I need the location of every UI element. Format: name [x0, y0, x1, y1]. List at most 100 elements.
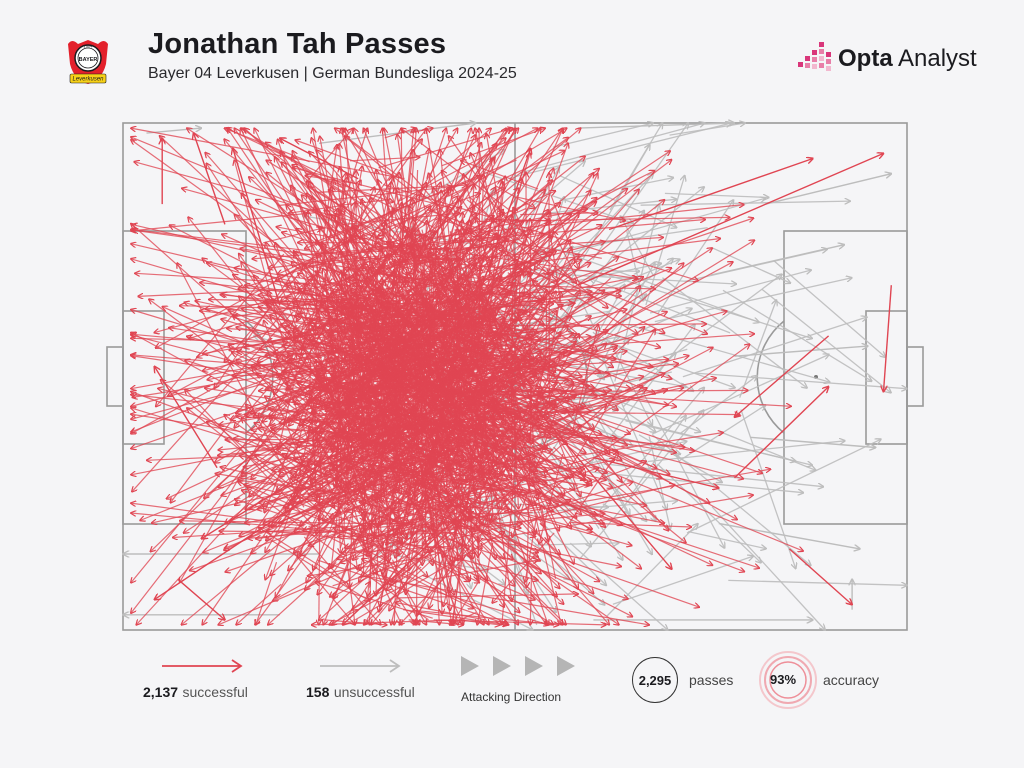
left-goal: [106, 346, 124, 407]
successful-pass-arrow: [492, 219, 530, 416]
brand-bold-text: Opta: [838, 45, 893, 72]
successful-pass-arrow: [471, 461, 647, 531]
successful-pass-arrow: [241, 395, 367, 477]
unsuccessful-pass-arrow: [592, 123, 689, 260]
successful-pass-arrow: [482, 495, 753, 541]
successful-pass-arrow: [131, 212, 316, 231]
successful-pass-arrow: [336, 524, 538, 581]
brand-light-text: Analyst: [898, 45, 977, 72]
left-six-yard-box: [122, 310, 165, 445]
successful-pass-arrow: [432, 560, 538, 580]
unsuccessful-pass-arrow: [630, 415, 686, 496]
successful-pass-arrow: [463, 229, 502, 257]
unsuccessful-pass-arrow: [519, 123, 705, 174]
unsuccessful-pass-arrow: [569, 542, 667, 630]
unsuccessful-pass-arrow: [654, 278, 852, 323]
successful-pass-arrow: [608, 159, 813, 231]
successful-pass-arrow: [356, 529, 402, 625]
unsuccessful-pass-arrow: [682, 317, 867, 378]
successful-stat: 2,137 successful: [143, 684, 248, 702]
successful-pass-arrow: [131, 356, 343, 388]
unsuccessful-stat: 158 unsuccessful: [306, 684, 415, 702]
crest-middle-text: BAYER: [79, 57, 98, 63]
passes-label: passes: [689, 672, 734, 688]
unsuccessful-pass-arrow: [638, 274, 782, 382]
unsuccessful-pass-arrow: [506, 263, 661, 297]
successful-pass-arrow: [446, 562, 535, 600]
brand-name: Opta Analyst: [838, 45, 977, 73]
successful-arrow-icon: [162, 659, 243, 673]
page-title: Jonathan Tah Passes: [148, 28, 447, 60]
successful-passes: [131, 128, 892, 625]
right-goal: [906, 346, 924, 407]
unsuccessful-pass-arrow: [664, 192, 769, 197]
bayer-leverkusen-crest-icon: BAYER 1904 Leverkusen: [68, 40, 108, 84]
successful-pass-arrow: [590, 463, 804, 551]
successful-pass-arrow: [443, 128, 516, 251]
successful-pass-arrow: [884, 285, 892, 392]
successful-pass-arrow: [509, 203, 560, 246]
successful-pass-arrow: [569, 521, 692, 528]
successful-pass-arrow: [309, 358, 310, 404]
successful-label: successful: [182, 684, 248, 700]
unsuccessful-pass-arrow: [734, 346, 868, 357]
successful-pass-arrow: [319, 145, 337, 261]
unsuccessful-pass-arrow: [765, 174, 891, 205]
unsuccessful-arrow-icon: [320, 659, 401, 673]
successful-pass-arrow: [131, 334, 305, 351]
successful-pass-arrow: [584, 286, 641, 355]
unsuccessful-count: 158: [306, 684, 330, 700]
unsuccessful-pass-arrow: [651, 354, 829, 435]
successful-pass-arrow: [218, 510, 489, 625]
attacking-direction-arrows-icon: [461, 656, 575, 676]
successful-pass-arrow: [517, 196, 625, 221]
successful-pass-arrow: [396, 603, 486, 621]
successful-count: 2,137: [143, 684, 179, 700]
successful-pass-arrow: [282, 232, 380, 266]
successful-pass-arrow: [384, 128, 406, 234]
successful-pass-arrow: [518, 277, 637, 301]
unsuccessful-pass-arrow: [719, 430, 816, 471]
successful-pass-arrow: [407, 514, 605, 533]
attacking-direction-label: Attacking Direction: [461, 690, 562, 704]
unsuccessful-pass-arrow: [640, 201, 851, 206]
accuracy-value: 93%: [770, 672, 797, 687]
successful-pass-arrow: [376, 204, 432, 238]
successful-pass-arrow: [232, 352, 313, 390]
successful-pass-arrow: [497, 257, 618, 340]
unsuccessful-pass-arrow: [740, 409, 796, 568]
unsuccessful-pass-arrow: [648, 436, 670, 529]
successful-pass-arrow: [307, 128, 353, 182]
successful-pass-arrow: [315, 582, 433, 619]
successful-pass-arrow: [293, 552, 355, 625]
successful-pass-arrow: [256, 357, 407, 365]
unsuccessful-pass-arrow: [638, 384, 725, 549]
unsuccessful-pass-arrow: [773, 260, 886, 357]
opta-logo-icon: [798, 42, 831, 71]
unsuccessful-pass-arrow: [649, 270, 811, 314]
successful-pass-arrow: [508, 128, 563, 209]
successful-pass-arrow: [133, 230, 324, 257]
successful-pass-arrow: [256, 374, 466, 468]
successful-pass-arrow: [519, 378, 716, 421]
successful-pass-arrow: [303, 536, 381, 625]
successful-pass-arrow: [560, 496, 622, 525]
successful-pass-arrow: [378, 128, 513, 169]
unsuccessful-pass-arrow: [710, 245, 844, 276]
successful-pass-arrow: [385, 498, 407, 539]
successful-pass-arrow: [247, 487, 429, 621]
unsuccessful-pass-arrow: [602, 358, 667, 510]
successful-pass-arrow: [317, 559, 508, 625]
unsuccessful-pass-arrow: [645, 176, 685, 306]
unsuccessful-pass-arrow: [722, 289, 872, 381]
successful-pass-arrow: [350, 505, 354, 587]
successful-pass-arrow: [234, 381, 275, 428]
successful-pass-arrow: [453, 502, 463, 625]
passes-count-badge: 2,295: [632, 657, 678, 703]
unsuccessful-pass-arrow: [728, 579, 907, 585]
successful-pass-arrow: [425, 135, 475, 239]
crest-top-text: 1904: [84, 44, 94, 49]
successful-pass-arrow: [471, 433, 723, 474]
pass-map-pitch: [106, 0, 924, 640]
successful-pass-arrow: [566, 452, 618, 527]
